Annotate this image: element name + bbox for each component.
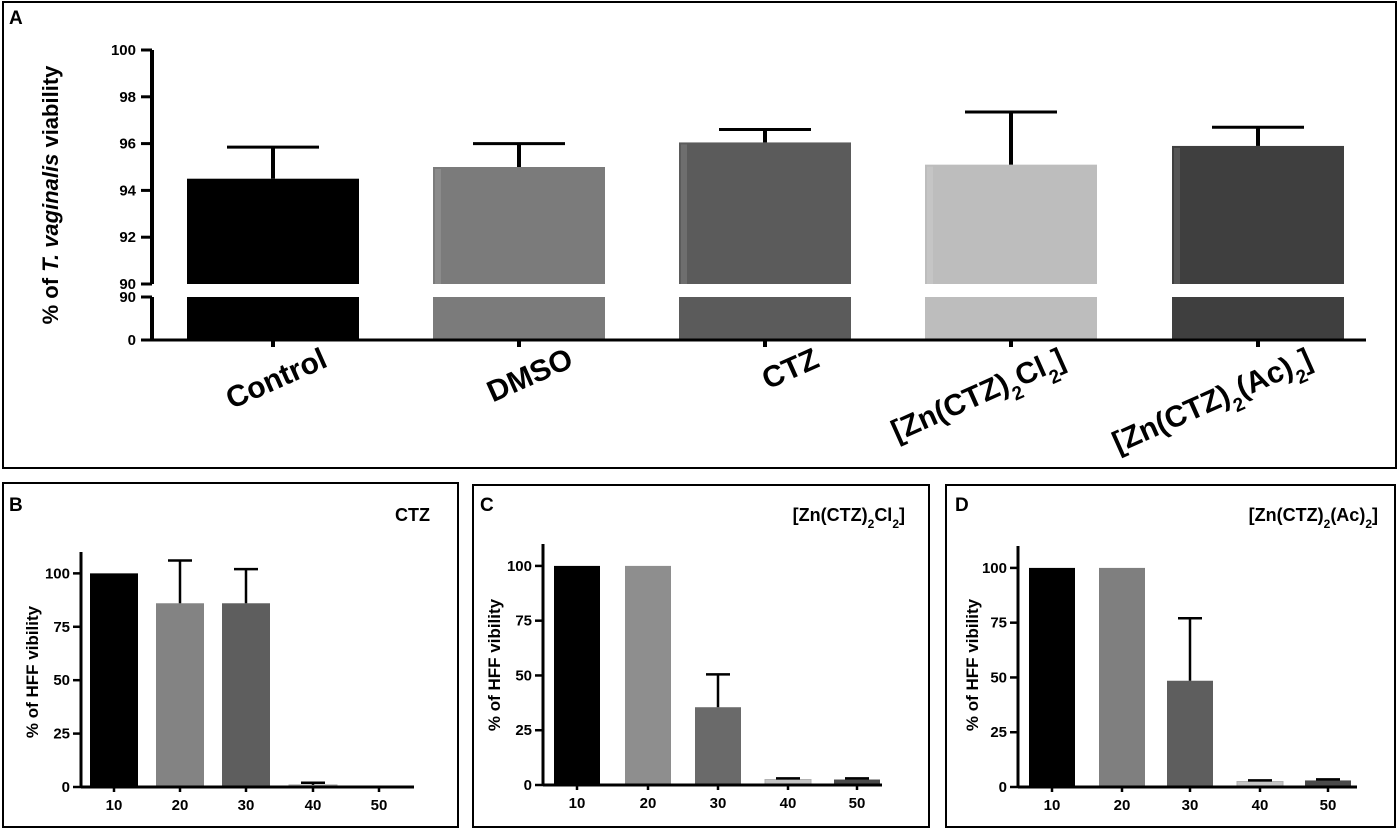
y-tick-label-0: 0 (62, 779, 70, 796)
panel-b-title: CTZ (395, 505, 430, 525)
y-tick-label-2: 50 (515, 667, 532, 684)
y-tick-label-upper-4: 98 (119, 89, 136, 106)
y-tick-label-lower-0: 0 (128, 332, 136, 349)
panel-a: A % of T. vaginalis viability Control DMS… (2, 1, 1397, 469)
panel-c-title: [Zn(CTZ)2Cl2] (793, 505, 905, 531)
panel-b-frame (2, 482, 459, 828)
y-tick-label-0: 0 (999, 779, 1007, 796)
bar-upper-2 (679, 142, 851, 284)
bar-lower-1 (433, 297, 605, 340)
x-tick-label-3: 40 (780, 795, 797, 812)
x-tick-label-4: 50 (1320, 797, 1337, 814)
panel-c: C [Zn(CTZ)2Cl2] % of HFF vibility 10 20 30… (472, 484, 930, 828)
bar-4 (1305, 780, 1351, 787)
y-tick-label-4: 100 (507, 558, 532, 575)
y-tick-label-upper-0: 90 (119, 276, 136, 293)
bar-edge-3 (927, 166, 933, 284)
bar-2 (1167, 680, 1213, 787)
bar-0 (90, 573, 138, 787)
x-tick-label-1: 20 (172, 797, 189, 814)
bar-edge-1 (435, 169, 441, 284)
bar-upper-0 (187, 178, 359, 284)
x-tick-label-2: 30 (1182, 797, 1199, 814)
bar-1 (625, 565, 671, 785)
x-tick-label-1: 20 (1114, 797, 1131, 814)
bar-1 (1099, 567, 1145, 787)
x-label-1: DMSO (482, 342, 578, 409)
x-label-3: [Zn(CTZ)2Cl2] (886, 342, 1073, 456)
bar-2 (222, 603, 270, 787)
x-tick-label-3: 40 (1252, 797, 1269, 814)
x-tick-label-4: 50 (849, 795, 866, 812)
y-tick-label-lower-1: 90 (119, 289, 136, 306)
bar-lower-3 (925, 297, 1097, 340)
x-tick-label-0: 10 (106, 797, 123, 814)
panel-c-letter: C (480, 495, 494, 516)
y-tick-label-3: 75 (53, 619, 70, 636)
panel-d: D [Zn(CTZ)2(Ac)2] % of HFF vibility 10 20… (945, 484, 1396, 828)
y-tick-label-upper-2: 94 (119, 182, 136, 199)
y-tick-label-1: 25 (990, 724, 1007, 741)
bar-4 (834, 779, 880, 785)
bar-0 (1029, 567, 1075, 787)
y-tick-label-4: 100 (45, 565, 70, 582)
bar-upper-3 (925, 164, 1097, 284)
y-tick-label-0: 0 (524, 777, 532, 794)
panel-d-title: [Zn(CTZ)2(Ac)2] (1249, 505, 1378, 531)
y-tick-label-upper-1: 92 (119, 229, 136, 246)
y-tick-label-1: 25 (515, 722, 532, 739)
x-tick-label-3: 40 (305, 797, 322, 814)
bar-lower-0 (187, 297, 359, 340)
x-tick-label-2: 30 (710, 795, 727, 812)
panel-c-y-axis-title: % of HFF vibility (485, 598, 504, 731)
panel-d-y-axis-title: % of HFF vibility (963, 598, 982, 731)
y-tick-label-3: 75 (515, 613, 532, 630)
bar-upper-4 (1172, 145, 1344, 284)
y-tick-label-upper-5: 100 (111, 42, 136, 59)
panel-b-y-axis-title: % of HFF vibility (23, 605, 42, 738)
x-label-0: Control (221, 342, 332, 416)
bar-lower-2 (679, 297, 851, 340)
panel-a-letter: A (9, 8, 23, 29)
panel-c-frame (472, 484, 930, 828)
y-tick-label-1: 25 (53, 726, 70, 743)
panel-d-frame (945, 484, 1396, 828)
y-tick-label-3: 75 (990, 615, 1007, 632)
x-tick-label-2: 30 (238, 797, 255, 814)
x-tick-label-0: 10 (1044, 797, 1061, 814)
bar-edge-4 (1174, 147, 1180, 284)
panel-b: B CTZ % of HFF vibility 10 20 30 40 50 0 25 50 7… (2, 482, 459, 828)
bar-2 (695, 707, 741, 785)
x-tick-label-1: 20 (640, 795, 657, 812)
x-label-4: [Zn(CTZ)2(Ac)2] (1108, 342, 1321, 467)
x-tick-label-0: 10 (569, 795, 586, 812)
bar-upper-1 (433, 167, 605, 284)
bar-0 (554, 565, 600, 785)
panel-d-letter: D (955, 495, 969, 516)
y-tick-label-2: 50 (990, 669, 1007, 686)
panel-b-letter: B (9, 495, 23, 516)
y-tick-label-4: 100 (982, 560, 1007, 577)
y-tick-label-2: 50 (53, 672, 70, 689)
panel-a-y-axis-title: % of T. vaginalis viability (38, 65, 63, 325)
bar-1 (156, 603, 204, 787)
x-label-2: CTZ (757, 342, 824, 396)
x-tick-label-4: 50 (371, 797, 388, 814)
panel-a-frame (2, 1, 1397, 469)
bar-lower-4 (1172, 297, 1344, 340)
bar-edge-2 (681, 144, 687, 284)
y-tick-label-upper-3: 96 (119, 136, 136, 153)
axis-break-gap (145, 286, 1375, 295)
